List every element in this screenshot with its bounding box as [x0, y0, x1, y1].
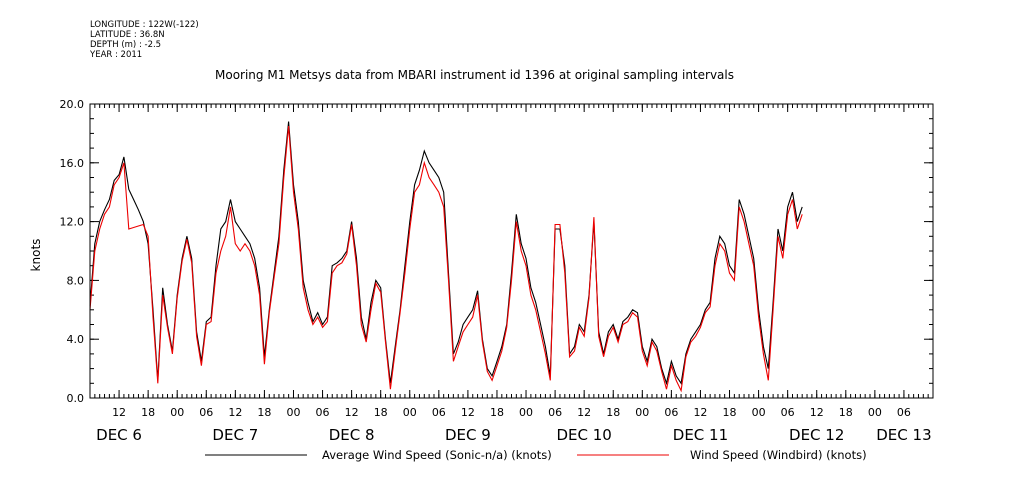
- x-tick-label: 12: [345, 406, 359, 419]
- x-tick-label: 06: [548, 406, 562, 419]
- x-tick-label: 00: [635, 406, 649, 419]
- x-tick-label: 18: [374, 406, 388, 419]
- x-tick-label: 12: [228, 406, 242, 419]
- legend-label: Average Wind Speed (Sonic-n/a) (knots): [322, 448, 552, 462]
- series-line-average-wind-speed: [89, 121, 803, 386]
- x-tick-label: 12: [810, 406, 824, 419]
- legend-label: Wind Speed (Windbird) (knots): [690, 448, 867, 462]
- x-tick-label: 18: [606, 406, 620, 419]
- x-tick-label: 12: [693, 406, 707, 419]
- x-tick-label: 06: [432, 406, 446, 419]
- x-tick-label: 06: [199, 406, 213, 419]
- y-tick-label: 20.0: [60, 98, 85, 111]
- x-day-label: DEC 9: [445, 426, 491, 444]
- x-tick-label: 12: [577, 406, 591, 419]
- longitude-label: LONGITUDE : 122W(-122): [90, 20, 199, 30]
- x-tick-label: 18: [723, 406, 737, 419]
- x-tick-label: 00: [752, 406, 766, 419]
- x-tick-label: 00: [170, 406, 184, 419]
- series-layer: [89, 121, 803, 393]
- x-day-label: DEC 8: [329, 426, 375, 444]
- x-tick-label: 12: [461, 406, 475, 419]
- x-tick-label: 00: [403, 406, 417, 419]
- x-tick-label: 06: [316, 406, 330, 419]
- x-tick-label: 00: [286, 406, 300, 419]
- x-tick-label: 18: [839, 406, 853, 419]
- series-line-windbird: [89, 126, 803, 393]
- chart-title: Mooring M1 Metsys data from MBARI instru…: [215, 68, 734, 82]
- x-day-label: DEC 10: [556, 426, 611, 444]
- tick-layer: 12 18 00 06 12 18 00 06 12 18 00 06 12 18 00 06 12 18 00 06…: [60, 98, 934, 444]
- x-tick-label: 18: [257, 406, 271, 419]
- x-day-label: DEC 7: [212, 426, 258, 444]
- y-tick-label: 0.0: [67, 392, 85, 405]
- x-tick-label: 06: [897, 406, 911, 419]
- legend: Average Wind Speed (Sonic-n/a) (knots) Wi…: [205, 448, 867, 462]
- y-tick-label: 8.0: [67, 274, 85, 287]
- year-label: YEAR : 2011: [90, 50, 143, 60]
- x-tick-label: 12: [112, 406, 126, 419]
- x-day-label: DEC 12: [789, 426, 844, 444]
- x-day-label: DEC 13: [876, 426, 931, 444]
- y-tick-label: 16.0: [60, 157, 85, 170]
- x-tick-label: 00: [868, 406, 882, 419]
- y-tick-label: 12.0: [60, 216, 85, 229]
- x-tick-label: 18: [141, 406, 155, 419]
- depth-label: DEPTH (m) : -2.5: [90, 40, 162, 50]
- latitude-label: LATITUDE : 36.8N: [90, 30, 165, 40]
- x-tick-label: 06: [781, 406, 795, 419]
- y-axis-label: knots: [29, 239, 43, 272]
- x-tick-label: 18: [490, 406, 504, 419]
- station-metadata: LONGITUDE : 122W(-122) LATITUDE : 36.8N …: [90, 20, 199, 60]
- x-day-label: DEC 6: [96, 426, 142, 444]
- x-day-label: DEC 11: [673, 426, 728, 444]
- x-tick-label: 00: [519, 406, 533, 419]
- plot-frame: [89, 103, 934, 399]
- y-tick-label: 4.0: [67, 333, 85, 346]
- x-tick-label: 06: [664, 406, 678, 419]
